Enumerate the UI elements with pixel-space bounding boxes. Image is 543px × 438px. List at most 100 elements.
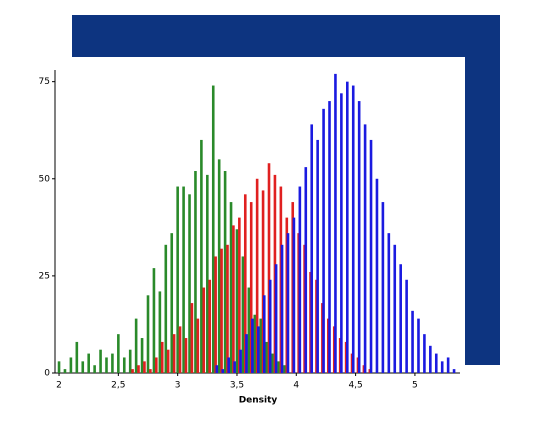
- bar: [429, 345, 432, 373]
- bar: [286, 233, 290, 373]
- bar: [387, 233, 391, 373]
- bar: [316, 139, 319, 373]
- bar: [446, 357, 450, 373]
- bar: [271, 353, 274, 373]
- bar: [298, 186, 302, 373]
- bar: [346, 81, 349, 374]
- bar: [152, 268, 156, 373]
- bar: [247, 287, 251, 373]
- bar: [393, 244, 397, 373]
- bar: [233, 361, 236, 373]
- bar: [243, 194, 247, 373]
- bar: [322, 108, 325, 373]
- bar: [369, 139, 373, 373]
- bar: [105, 357, 108, 373]
- bar: [292, 217, 296, 373]
- bar: [277, 361, 280, 373]
- bar: [249, 202, 253, 373]
- bar: [334, 73, 337, 373]
- bar: [164, 244, 168, 373]
- bar: [170, 233, 174, 373]
- bar: [111, 353, 114, 373]
- bar: [194, 171, 197, 373]
- bar: [340, 93, 343, 374]
- bar: [146, 295, 150, 373]
- bar: [200, 139, 203, 373]
- bar: [160, 341, 164, 373]
- bar: [267, 163, 271, 373]
- bar: [128, 349, 132, 373]
- bar: [363, 124, 367, 373]
- x-tick-label: 2: [56, 381, 62, 391]
- bar: [226, 244, 229, 373]
- bar: [93, 365, 96, 373]
- x-tick-label: 4: [293, 381, 299, 391]
- bar: [417, 318, 420, 373]
- bar: [261, 190, 265, 373]
- bar: [251, 318, 254, 373]
- bar: [57, 361, 61, 373]
- bar: [255, 178, 259, 373]
- bar: [257, 326, 260, 373]
- bar: [176, 186, 179, 373]
- x-axis-label: Density: [239, 396, 278, 406]
- bar: [63, 369, 67, 373]
- bar: [184, 338, 188, 373]
- bar: [280, 244, 284, 373]
- bar: [304, 167, 308, 373]
- bar: [178, 326, 182, 373]
- bar: [75, 341, 79, 373]
- bar: [274, 264, 278, 373]
- bar: [166, 349, 170, 373]
- bar: [238, 217, 241, 373]
- bar: [245, 334, 248, 373]
- bar: [202, 287, 206, 373]
- bar: [232, 225, 235, 373]
- y-tick-label: 75: [39, 77, 50, 87]
- bar: [375, 178, 379, 373]
- bar: [87, 353, 90, 373]
- bar: [211, 85, 215, 374]
- bar: [399, 264, 402, 373]
- bar: [283, 365, 286, 373]
- y-tick-label: 50: [39, 174, 51, 184]
- bar: [217, 159, 221, 373]
- bar: [158, 291, 162, 373]
- bar: [182, 186, 185, 373]
- bar: [452, 369, 456, 373]
- x-tick-label: 2,5: [111, 381, 125, 391]
- bar: [140, 338, 144, 373]
- bar: [172, 334, 176, 373]
- bar: [351, 85, 355, 374]
- bar: [131, 369, 134, 373]
- bar: [223, 171, 227, 373]
- bar: [241, 256, 245, 373]
- bar: [137, 365, 140, 373]
- bar: [440, 361, 444, 373]
- bar: [235, 229, 239, 373]
- bar: [253, 314, 257, 373]
- bar: [81, 361, 85, 373]
- bar: [310, 124, 314, 373]
- bar: [155, 357, 158, 373]
- bar: [69, 357, 73, 373]
- bar: [227, 357, 230, 373]
- bar: [143, 361, 146, 373]
- x-tick-label: 3,5: [230, 381, 244, 391]
- bar: [220, 248, 223, 373]
- bar: [229, 202, 233, 373]
- bar: [99, 349, 102, 373]
- bar: [134, 318, 138, 373]
- bar: [122, 357, 126, 373]
- bar: [434, 353, 438, 373]
- bar: [405, 279, 408, 373]
- bar: [259, 318, 263, 373]
- bar: [357, 101, 361, 374]
- x-tick-label: 3: [175, 381, 181, 391]
- bar: [149, 369, 152, 373]
- x-tick-label: 4,5: [348, 381, 362, 391]
- bar: [188, 194, 191, 373]
- bar: [381, 202, 385, 373]
- bar: [214, 256, 217, 373]
